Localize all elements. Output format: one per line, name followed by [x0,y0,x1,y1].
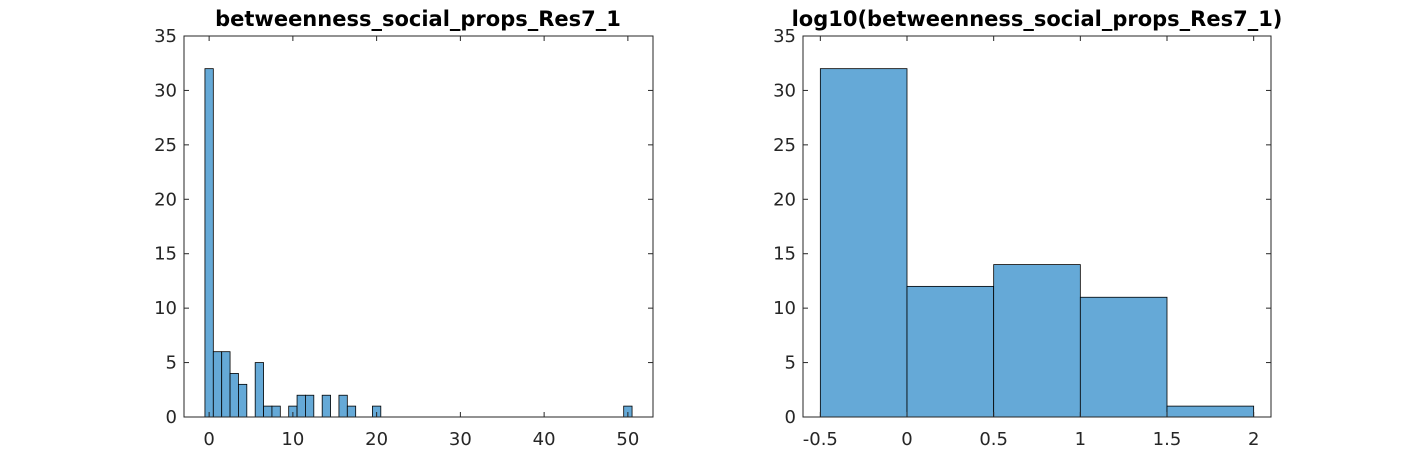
x-tick-label: 40 [533,429,556,450]
x-tick-label: 50 [616,429,639,450]
chart-title: betweenness_social_props_Res7_1 [215,7,621,31]
histogram-bar [271,405,281,418]
histogram-bar [296,394,306,418]
histogram-bar [305,394,315,418]
x-tick-label: 0 [203,429,214,450]
y-tick-label: 10 [154,298,177,319]
x-tick-label: 20 [365,429,388,450]
y-tick-label: 20 [773,189,796,210]
histogram-bar [993,264,1081,418]
histogram-bar [221,351,231,418]
y-tick-label: 5 [166,353,177,374]
y-tick-label: 5 [785,353,796,374]
histogram-bar [346,405,357,418]
y-tick-label: 0 [166,407,177,428]
y-tick-label: 30 [773,80,796,101]
x-tick-label: 30 [449,429,472,450]
x-tick-label: -0.5 [803,429,838,450]
histogram-bar [229,373,239,418]
x-tick-label: 0.5 [979,429,1008,450]
y-tick-label: 25 [773,135,796,156]
histogram-bar [204,68,214,418]
histogram-log10-panel: log10(betweenness_social_props_Res7_1) 0… [773,7,1282,450]
histogram-bar [906,285,995,418]
y-tick-label: 0 [785,407,796,428]
y-tick-label: 25 [154,135,177,156]
histogram-bar [1166,405,1255,418]
x-tick-label: 1.5 [1153,429,1182,450]
histogram-raw-panel: betweenness_social_props_Res7_1 0 5 10 15 20… [154,7,654,450]
chart-title: log10(betweenness_social_props_Res7_1) [792,7,1283,31]
histogram-bar [338,394,348,418]
histogram-bar [238,383,248,418]
y-tick-label: 10 [773,298,796,319]
y-tick-label: 30 [154,80,177,101]
histogram-bar [254,362,264,418]
y-tick-label: 15 [154,244,177,265]
x-tick-label: 10 [281,429,304,450]
histogram-bar [263,405,273,418]
histogram-bar [321,394,331,418]
x-tick-label: 0 [901,429,912,450]
x-tick-label: 2 [1248,429,1259,450]
histogram-bar [212,351,223,418]
y-tick-label: 15 [773,244,796,265]
axes-frame [183,35,654,418]
histogram-bar [819,68,908,418]
y-tick-label: 35 [773,26,796,47]
histogram-bar [1079,296,1168,418]
y-tick-label: 35 [154,26,177,47]
x-tick-label: 1 [1075,429,1086,450]
axes-frame [802,35,1272,418]
y-tick-label: 20 [154,189,177,210]
